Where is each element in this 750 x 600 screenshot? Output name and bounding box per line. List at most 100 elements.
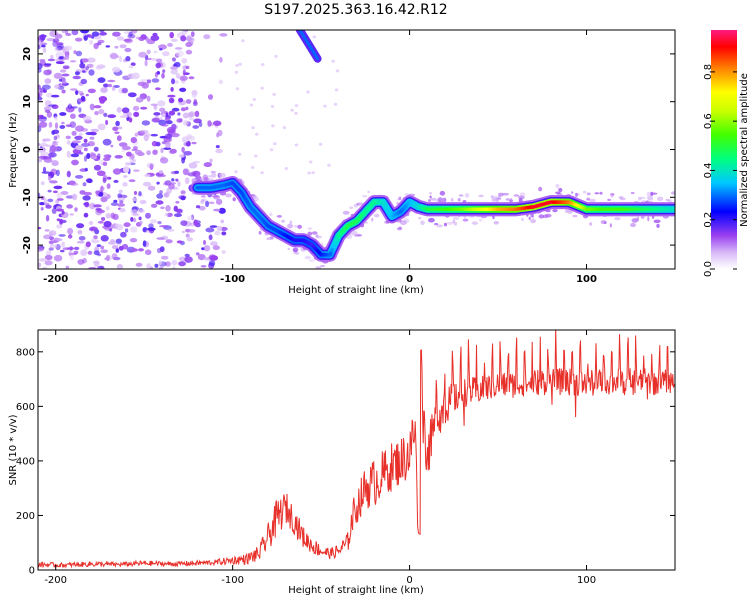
haze-speck (428, 217, 435, 223)
haze-speck (571, 191, 574, 194)
noise-speck (101, 217, 106, 221)
noise-speck (40, 181, 45, 186)
noise-speck (191, 89, 198, 96)
noise-speck (212, 245, 220, 251)
haze-speck (355, 234, 363, 237)
noise-speck (270, 105, 275, 108)
noise-speck (47, 175, 52, 181)
noise-speck (58, 234, 66, 237)
noise-speck (111, 253, 118, 260)
noise-speck (119, 115, 129, 118)
noise-speck (146, 150, 152, 156)
noise-speck (128, 179, 136, 183)
noise-speck (179, 75, 188, 81)
noise-speck (146, 49, 151, 55)
noise-speck (38, 226, 42, 230)
noise-speck (282, 126, 287, 130)
noise-speck (132, 146, 138, 150)
noise-speck (171, 38, 178, 42)
haze-speck (315, 235, 322, 239)
noise-speck (79, 62, 86, 69)
haze-speck (374, 213, 380, 218)
noise-speck (180, 220, 188, 227)
noise-speck (112, 31, 121, 37)
noise-speck (72, 193, 78, 201)
noise-speck (145, 229, 150, 233)
noise-speck (155, 115, 159, 119)
noise-speck (175, 73, 181, 79)
noise-speck (165, 205, 171, 212)
noise-speck (160, 147, 164, 154)
noise-speck (117, 203, 125, 207)
haze-speck (397, 227, 403, 231)
noise-speck (124, 47, 132, 53)
noise-speck (156, 181, 160, 185)
haze-speck (572, 214, 578, 218)
noise-speck (71, 159, 79, 166)
noise-speck (45, 250, 52, 257)
noise-speck (159, 157, 169, 164)
noise-speck (99, 31, 107, 36)
haze-speck (211, 195, 219, 198)
noise-speck (146, 263, 151, 269)
noise-speck (86, 57, 96, 63)
haze-speck (530, 219, 536, 224)
haze-speck (586, 197, 590, 201)
noise-speck (116, 36, 125, 41)
noise-speck (333, 102, 338, 106)
haze-speck (545, 213, 552, 218)
noise-speck (138, 191, 142, 196)
noise-speck (65, 54, 70, 61)
noise-speck (83, 191, 92, 196)
noise-speck (38, 34, 47, 38)
noise-speck (144, 249, 152, 256)
noise-speck (100, 245, 105, 250)
haze-speck (552, 209, 558, 213)
noise-speck (65, 33, 72, 36)
noise-speck (184, 253, 190, 258)
noise-speck (43, 234, 52, 240)
noise-speck (126, 111, 132, 118)
noise-speck (42, 138, 51, 142)
noise-speck (107, 241, 117, 245)
noise-speck (61, 210, 65, 215)
noise-speck (46, 38, 55, 42)
haze-speck (538, 186, 543, 192)
haze-speck (311, 231, 318, 235)
noise-speck (219, 57, 223, 63)
noise-speck (51, 207, 57, 214)
y-tick-label: -10 (22, 188, 33, 206)
noise-speck (76, 240, 85, 244)
haze-speck (575, 192, 578, 197)
haze-speck (418, 217, 422, 220)
noise-speck (164, 180, 172, 186)
noise-speck (93, 105, 102, 109)
noise-speck (184, 256, 193, 263)
haze-speck (555, 191, 561, 195)
noise-speck (91, 237, 95, 243)
noise-speck (250, 166, 255, 169)
noise-speck (103, 112, 108, 117)
noise-speck (128, 117, 133, 123)
noise-speck (44, 109, 51, 114)
noise-speck (87, 88, 96, 94)
noise-speck (272, 142, 277, 146)
haze-speck (657, 196, 664, 202)
noise-speck (71, 30, 79, 36)
haze-speck (440, 197, 445, 203)
noise-speck (88, 69, 95, 76)
noise-speck (48, 152, 57, 158)
noise-speck (208, 234, 213, 241)
noise-speck (137, 208, 145, 213)
noise-speck (150, 203, 158, 208)
noise-speck (318, 142, 323, 146)
noise-speck (107, 83, 113, 88)
noise-speck (69, 60, 77, 63)
noise-speck (114, 223, 121, 228)
noise-speck (56, 192, 63, 199)
noise-speck (180, 107, 187, 112)
noise-speck (133, 169, 140, 172)
noise-speck (73, 250, 79, 254)
haze-speck (631, 218, 639, 223)
noise-speck (100, 185, 104, 192)
